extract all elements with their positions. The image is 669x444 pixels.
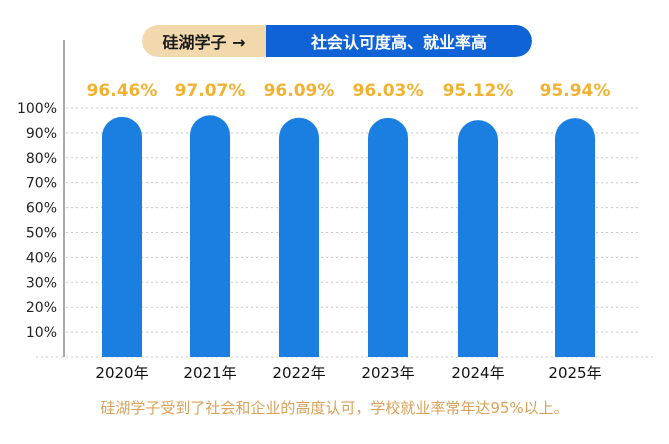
header-badge: 硅湖学子 → 社会认可度高、就业率高 — [142, 25, 532, 57]
bar — [555, 118, 595, 357]
x-tick-label: 2020年 — [95, 364, 148, 382]
y-tick-label: 20% — [26, 300, 57, 316]
bar-value-label: 97.07% — [175, 81, 246, 101]
bar — [190, 115, 230, 357]
y-tick-label: 80% — [26, 151, 57, 167]
badge-school-label: 硅湖学子 → — [142, 25, 266, 57]
x-tick-label: 2021年 — [183, 364, 236, 382]
x-tick-label: 2024年 — [451, 364, 504, 382]
bar — [279, 117, 319, 357]
bar-value-label: 95.94% — [540, 81, 611, 101]
bar-value-label: 96.09% — [264, 81, 335, 101]
x-tick-label: 2023年 — [361, 364, 414, 382]
bar-value-label: 96.46% — [87, 81, 158, 101]
y-tick-label: 100% — [17, 101, 57, 117]
y-tick-label: 50% — [26, 226, 57, 242]
bar — [458, 120, 498, 357]
y-tick-label: 10% — [26, 325, 57, 341]
bar-value-label: 95.12% — [443, 81, 514, 101]
y-tick-label: 90% — [26, 126, 57, 142]
y-tick-label: 30% — [26, 275, 57, 291]
chart-caption: 硅湖学子受到了社会和企业的高度认可，学校就业率常年达95%以上。 — [100, 399, 569, 417]
y-tick-label: 40% — [26, 250, 57, 266]
y-tick-label: 70% — [26, 176, 57, 192]
bar-value-label: 96.03% — [353, 81, 424, 101]
bar — [368, 117, 408, 357]
badge-slogan: 社会认可度高、就业率高 — [266, 25, 532, 57]
y-tick-label: 60% — [26, 201, 57, 217]
x-tick-label: 2022年 — [272, 364, 325, 382]
bar — [102, 116, 142, 357]
x-tick-label: 2025年 — [548, 364, 601, 382]
